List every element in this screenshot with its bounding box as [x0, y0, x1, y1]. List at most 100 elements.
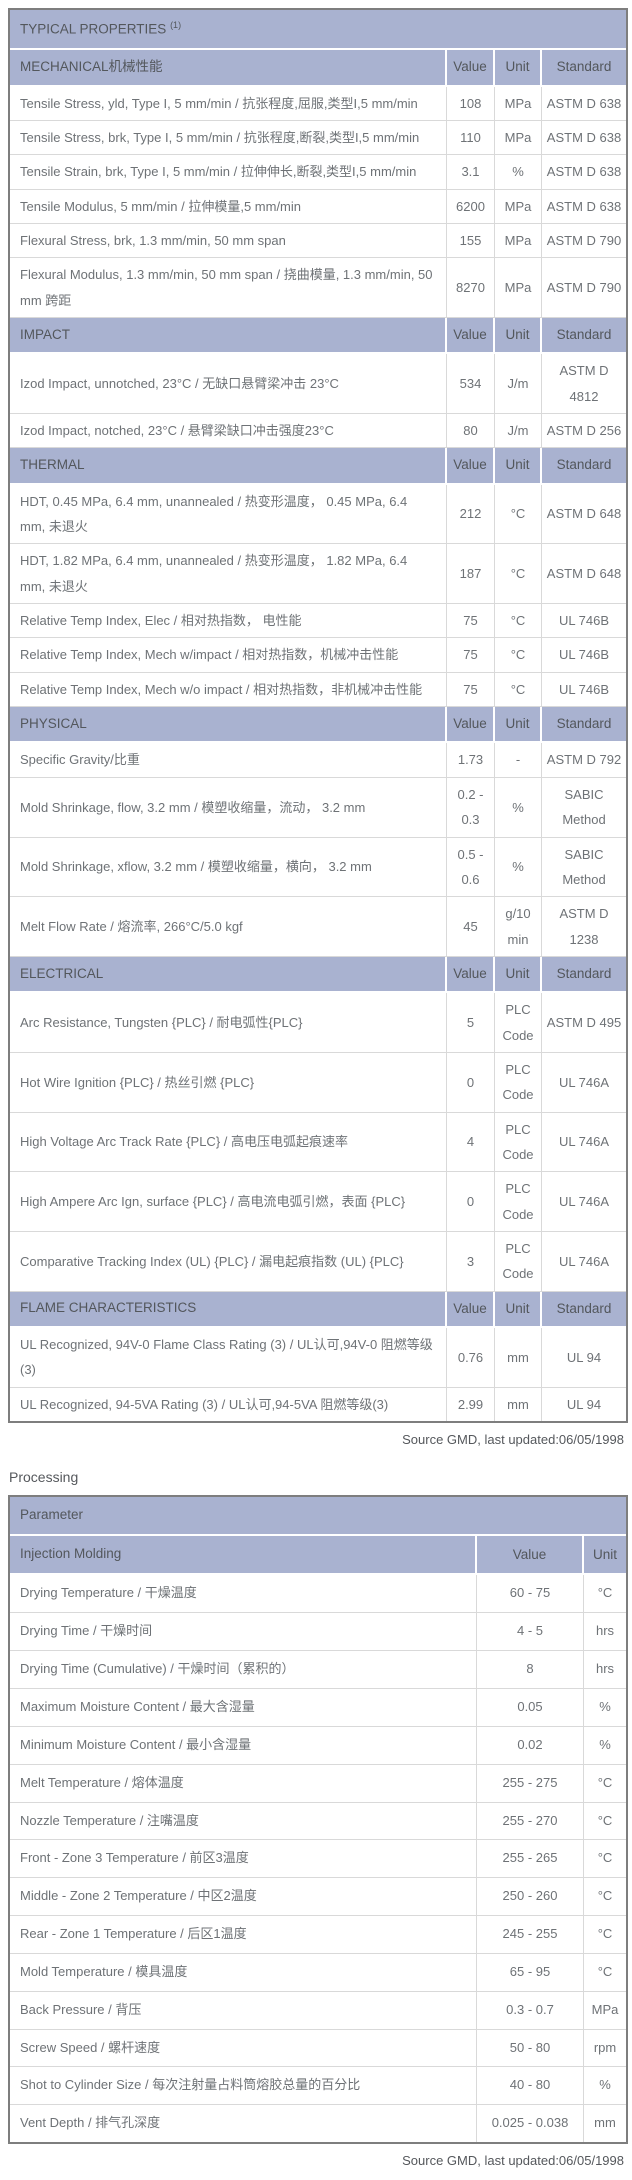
unit-cell: MPa [495, 189, 542, 225]
parameter-row: Minimum Moisture Content / 最小含湿量 0.02% [10, 1726, 627, 1765]
unit-cell: MPa [495, 258, 542, 319]
unit-cell: - [495, 743, 542, 778]
column-header: Standard [542, 318, 626, 355]
parameter-row: Rear - Zone 1 Temperature / 后区1温度 245 - 2… [10, 1916, 627, 1954]
value-cell: 40 - 80 [477, 2067, 584, 2106]
unit-cell: % [495, 837, 542, 898]
standard-cell: UL 94 [542, 1328, 626, 1388]
property-cell: Izod Impact, notched, 23°C / 悬臂梁缺口冲击强度23… [10, 414, 447, 449]
table-title-cell: TYPICAL PROPERTIES (1) [10, 10, 626, 51]
property-cell: UL Recognized, 94V-0 Flame Class Rating … [10, 1327, 447, 1388]
value-cell: 110 [447, 121, 495, 156]
property-row: HDT, 0.45 MPa, 6.4 mm, unannealed / 热变形温… [10, 484, 626, 545]
property-cell: Hot Wire Ignition {PLC} / 热丝引燃 {PLC} [10, 1052, 447, 1113]
unit-cell: °C [495, 484, 542, 545]
property-cell: Melt Flow Rate / 熔流率, 266°C/5.0 kgf [10, 897, 447, 957]
unit-cell: hrs [584, 1613, 627, 1652]
standard-cell: SABIC Method [542, 838, 626, 898]
typical-properties-source-note: Source GMD, last updated:06/05/1998 [402, 1431, 624, 1447]
unit-cell: J/m [495, 414, 542, 449]
property-row: Mold Shrinkage, flow, 3.2 mm / 模塑收缩量，流动，… [10, 777, 626, 838]
value-cell: 4 [447, 1112, 495, 1173]
parameter-row: Middle - Zone 2 Temperature / 中区2温度 250 -… [10, 1878, 627, 1917]
property-cell: Tensile Modulus, 5 mm/min / 拉伸模量,5 mm/mi… [10, 189, 447, 225]
property-row: Melt Flow Rate / 熔流率, 266°C/5.0 kgf 45 g/1… [10, 897, 626, 957]
value-cell: 187 [447, 544, 495, 605]
standard-cell: ASTM D 648 [542, 485, 626, 545]
parameter-row: Screw Speed / 螺杆速度 50 - 80 rpm [10, 2029, 627, 2068]
column-header: Value [447, 956, 495, 994]
parameter-cell: Middle - Zone 2 Temperature / 中区2温度 [10, 1878, 477, 1917]
unit-cell: °C [495, 604, 542, 639]
processing-heading: Processing [9, 1468, 79, 1485]
value-cell: 0.025 - 0.038 [477, 2105, 584, 2143]
unit-cell: °C [495, 672, 542, 708]
value-cell: 0.05 [477, 1688, 584, 1727]
unit-cell: PLC Code [495, 993, 542, 1053]
value-cell: 0.5 - 0.6 [447, 837, 495, 898]
parameter-row: Drying Temperature / 干燥温度 60 - 75 °C [10, 1575, 627, 1614]
property-row: Hot Wire Ignition {PLC} / 热丝引燃 {PLC} 0 PLC… [10, 1052, 626, 1113]
property-cell: Flexural Stress, brk, 1.3 mm/min, 50 mm … [10, 224, 447, 259]
parameter-row: Back Pressure / 背压 0.3 - 0.7 MPa [10, 1991, 627, 2030]
value-cell: 255 - 270 [477, 1802, 584, 1841]
value-cell: 0.2 - 0.3 [447, 777, 495, 838]
standard-cell: ASTM D 638 [542, 121, 626, 156]
parameter-cell: Back Pressure / 背压 [10, 1991, 477, 2030]
value-cell: 75 [447, 638, 495, 673]
value-cell: 250 - 260 [477, 1878, 584, 1917]
parameter-row: Drying Time / 干燥时间 4 - 5 hrs [10, 1613, 627, 1652]
unit-cell: PLC Code [495, 1112, 542, 1173]
property-row: Relative Temp Index, Mech w/impact / 相对热… [10, 638, 626, 673]
value-cell: 45 [447, 897, 495, 957]
parameter-cell: Maximum Moisture Content / 最大含湿量 [10, 1688, 477, 1727]
unit-cell: MPa [495, 224, 542, 259]
property-row: Tensile Stress, yld, Type I, 5 mm/min / … [10, 86, 626, 122]
value-cell: 0.02 [477, 1726, 584, 1765]
value-cell: 65 - 95 [477, 1953, 584, 1992]
unit-cell: MPa [584, 1992, 627, 2030]
column-header: Value [447, 318, 495, 355]
value-cell: 534 [447, 354, 495, 415]
unit-cell: mm [594, 2115, 616, 2131]
value-cell: 0 [447, 1052, 495, 1113]
section-header-row: MECHANICAL机械性能 Value Unit Standard [10, 50, 626, 87]
property-cell: Arc Resistance, Tungsten {PLC} / 耐电弧性{PL… [10, 993, 447, 1053]
column-header: Value [447, 448, 495, 485]
standard-cell: ASTM D 256 [542, 414, 626, 449]
parameter-row: Vent Depth / 排气孔深度 0.025 - 0.038 mm [10, 2105, 626, 2143]
property-cell: Flexural Modulus, 1.3 mm/min, 50 mm span… [10, 258, 447, 319]
parameter-row: Front - Zone 3 Temperature / 前区3温度 255 - … [10, 1840, 627, 1879]
value-cell: 75 [447, 604, 495, 639]
property-row: UL Recognized, 94V-0 Flame Class Rating … [10, 1327, 626, 1388]
value-cell: 255 - 275 [477, 1764, 584, 1803]
property-row: Comparative Tracking Index (UL) {PLC} / … [10, 1231, 626, 1292]
property-cell: Tensile Stress, brk, Type I, 5 mm/min / … [10, 121, 447, 156]
standard-cell: UL 746B [542, 673, 626, 708]
value-cell: 0.3 - 0.7 [477, 1991, 584, 2030]
property-cell: Relative Temp Index, Mech w/o impact / 相… [10, 672, 447, 708]
unit-cell: PLC Code [495, 1172, 542, 1232]
property-cell: Mold Shrinkage, flow, 3.2 mm / 模塑收缩量，流动，… [10, 777, 447, 838]
parameter-cell: Minimum Moisture Content / 最小含湿量 [10, 1726, 477, 1765]
property-cell: Relative Temp Index, Elec / 相对热指数， 电性能 [10, 604, 447, 639]
unit-cell: J/m [495, 354, 542, 415]
column-header: Standard [542, 956, 626, 994]
value-cell: 0 [447, 1172, 495, 1232]
column-header: Unit [495, 956, 542, 994]
table-title-row: TYPICAL PROPERTIES (1) [10, 10, 626, 51]
property-row: Tensile Stress, brk, Type I, 5 mm/min / … [10, 121, 626, 156]
column-header: Value [447, 1291, 495, 1328]
property-cell: Izod Impact, unnotched, 23°C / 无缺口悬臂梁冲击 … [10, 354, 447, 415]
unit-cell: % [584, 2067, 627, 2106]
parameter-cell: Vent Depth / 排气孔深度 [10, 2105, 477, 2143]
unit-cell: °C [584, 1954, 627, 1992]
property-row: Flexural Stress, brk, 1.3 mm/min, 50 mm … [10, 224, 626, 259]
property-cell: HDT, 1.82 MPa, 6.4 mm, unannealed / 热变形温… [10, 544, 447, 605]
section-header-row: FLAME CHARACTERISTICS Value Unit Standard [10, 1291, 626, 1328]
unit-cell: °C [495, 544, 542, 605]
standard-cell: UL 746A [542, 1113, 626, 1173]
property-cell: UL Recognized, 94-5VA Rating (3) / UL认可,… [10, 1387, 447, 1421]
parameter-row: Mold Temperature / 模具温度 65 - 95 °C [10, 1953, 627, 1992]
